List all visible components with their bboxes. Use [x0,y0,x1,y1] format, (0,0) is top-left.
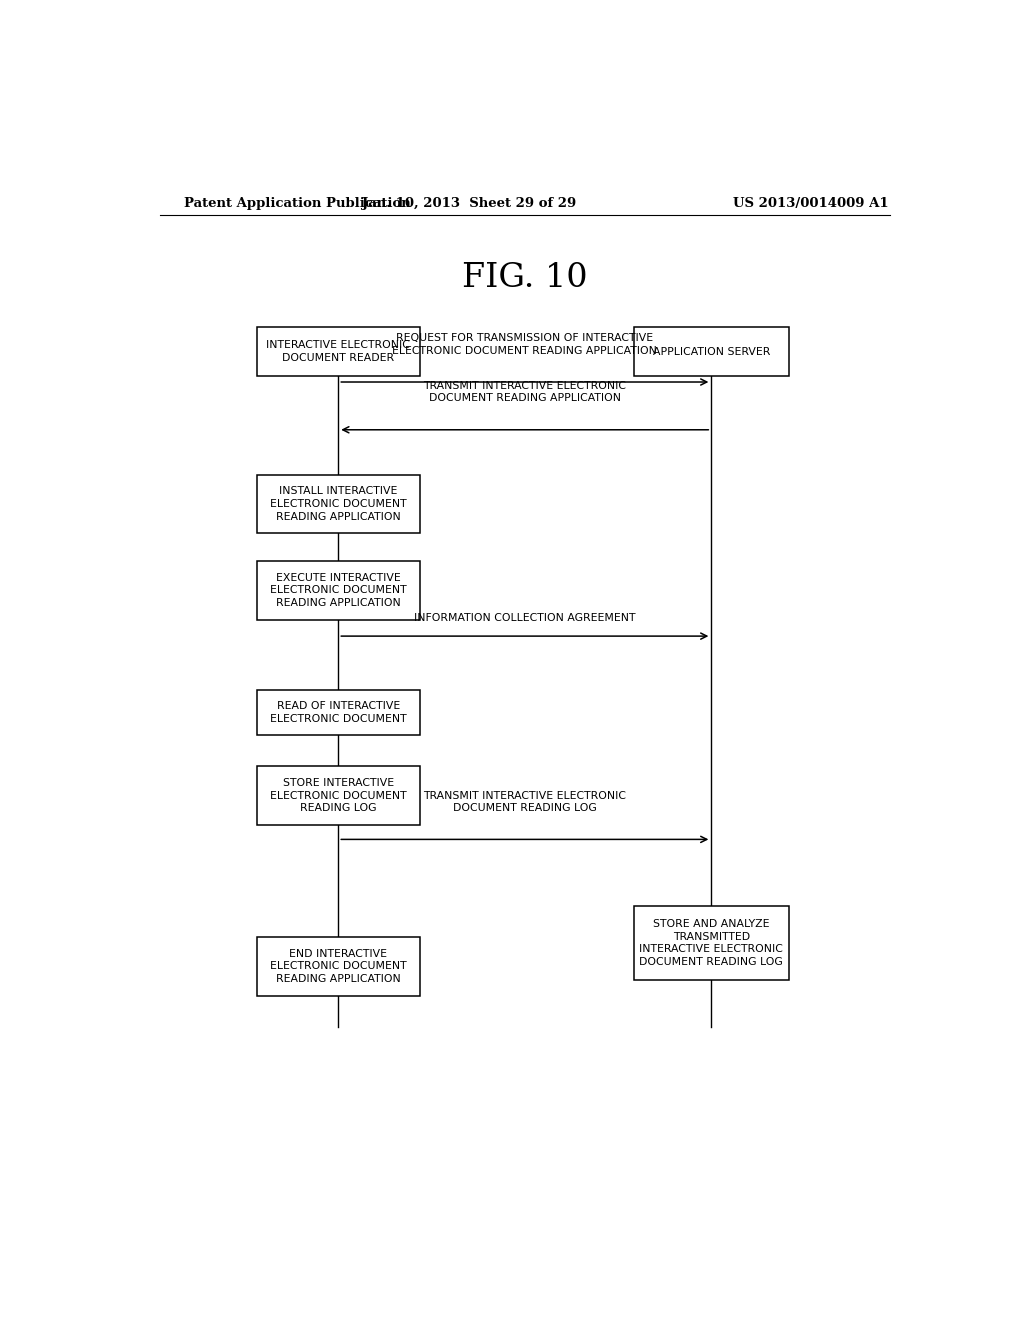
FancyBboxPatch shape [257,937,420,995]
FancyBboxPatch shape [257,766,420,825]
Text: Jan. 10, 2013  Sheet 29 of 29: Jan. 10, 2013 Sheet 29 of 29 [362,197,577,210]
FancyBboxPatch shape [257,474,420,533]
Text: TRANSMIT INTERACTIVE ELECTRONIC
DOCUMENT READING APPLICATION: TRANSMIT INTERACTIVE ELECTRONIC DOCUMENT… [423,381,627,404]
Text: APPLICATION SERVER: APPLICATION SERVER [652,347,770,356]
Text: STORE AND ANALYZE
TRANSMITTED
INTERACTIVE ELECTRONIC
DOCUMENT READING LOG: STORE AND ANALYZE TRANSMITTED INTERACTIV… [639,919,783,968]
Text: INSTALL INTERACTIVE
ELECTRONIC DOCUMENT
READING APPLICATION: INSTALL INTERACTIVE ELECTRONIC DOCUMENT … [270,486,407,521]
FancyBboxPatch shape [634,907,788,979]
Text: FIG. 10: FIG. 10 [462,263,588,294]
Text: EXECUTE INTERACTIVE
ELECTRONIC DOCUMENT
READING APPLICATION: EXECUTE INTERACTIVE ELECTRONIC DOCUMENT … [270,573,407,609]
Text: INFORMATION COLLECTION AGREEMENT: INFORMATION COLLECTION AGREEMENT [414,612,636,623]
Text: STORE INTERACTIVE
ELECTRONIC DOCUMENT
READING LOG: STORE INTERACTIVE ELECTRONIC DOCUMENT RE… [270,777,407,813]
FancyBboxPatch shape [257,561,420,620]
Text: Patent Application Publication: Patent Application Publication [183,197,411,210]
FancyBboxPatch shape [634,327,788,376]
Text: REQUEST FOR TRANSMISSION OF INTERACTIVE
ELECTRONIC DOCUMENT READING APPLICATION: REQUEST FOR TRANSMISSION OF INTERACTIVE … [392,333,657,355]
Text: END INTERACTIVE
ELECTRONIC DOCUMENT
READING APPLICATION: END INTERACTIVE ELECTRONIC DOCUMENT READ… [270,949,407,985]
FancyBboxPatch shape [257,690,420,735]
Text: US 2013/0014009 A1: US 2013/0014009 A1 [733,197,888,210]
Text: INTERACTIVE ELECTRONIC
DOCUMENT READER: INTERACTIVE ELECTRONIC DOCUMENT READER [266,341,411,363]
Text: TRANSMIT INTERACTIVE ELECTRONIC
DOCUMENT READING LOG: TRANSMIT INTERACTIVE ELECTRONIC DOCUMENT… [423,791,627,813]
FancyBboxPatch shape [257,327,420,376]
Text: READ OF INTERACTIVE
ELECTRONIC DOCUMENT: READ OF INTERACTIVE ELECTRONIC DOCUMENT [270,701,407,723]
